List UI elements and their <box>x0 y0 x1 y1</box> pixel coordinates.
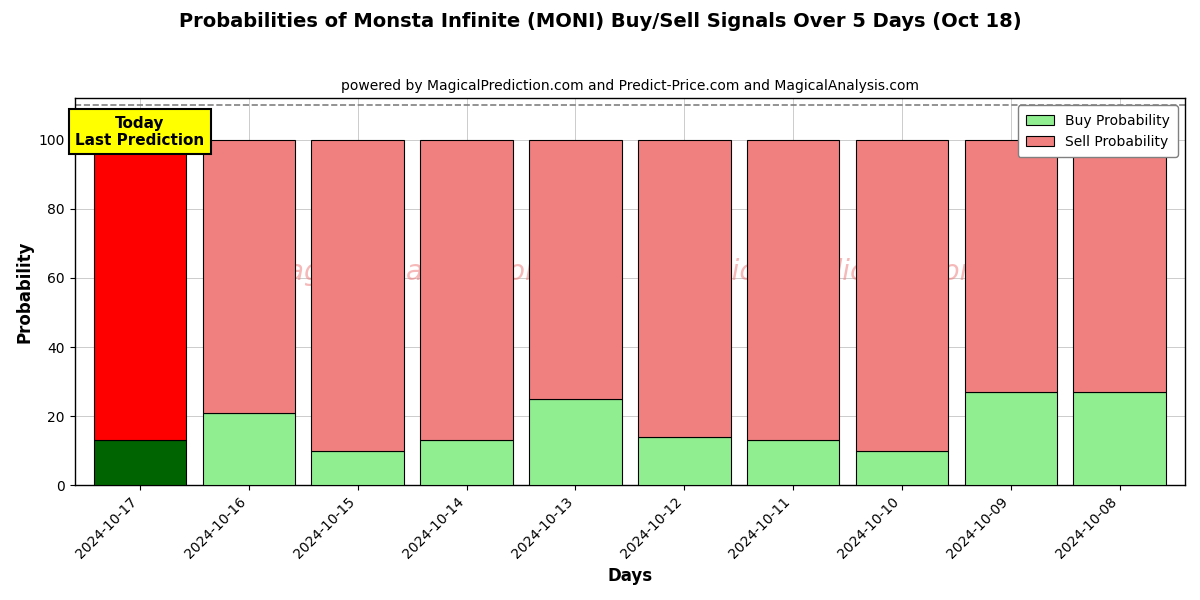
Bar <box>856 140 948 451</box>
Bar <box>94 140 186 440</box>
Text: MagicalPrediction.com: MagicalPrediction.com <box>673 259 986 286</box>
Bar <box>965 392 1057 485</box>
Bar <box>203 140 295 413</box>
Text: Probabilities of Monsta Infinite (MONI) Buy/Sell Signals Over 5 Days (Oct 18): Probabilities of Monsta Infinite (MONI) … <box>179 12 1021 31</box>
Bar <box>312 451 404 485</box>
Text: Today
Last Prediction: Today Last Prediction <box>76 116 204 148</box>
Bar <box>203 413 295 485</box>
Bar <box>1074 140 1166 392</box>
Bar <box>638 140 731 437</box>
Bar <box>529 140 622 399</box>
X-axis label: Days: Days <box>607 567 653 585</box>
Bar <box>529 399 622 485</box>
Bar <box>1074 392 1166 485</box>
Text: MagicalAnalysis.com: MagicalAnalysis.com <box>263 259 552 286</box>
Bar <box>94 440 186 485</box>
Bar <box>965 140 1057 392</box>
Legend: Buy Probability, Sell Probability: Buy Probability, Sell Probability <box>1018 105 1178 157</box>
Bar <box>312 140 404 451</box>
Y-axis label: Probability: Probability <box>16 241 34 343</box>
Bar <box>420 440 512 485</box>
Bar <box>746 140 839 440</box>
Bar <box>746 440 839 485</box>
Bar <box>856 451 948 485</box>
Title: powered by MagicalPrediction.com and Predict-Price.com and MagicalAnalysis.com: powered by MagicalPrediction.com and Pre… <box>341 79 919 93</box>
Bar <box>420 140 512 440</box>
Bar <box>638 437 731 485</box>
